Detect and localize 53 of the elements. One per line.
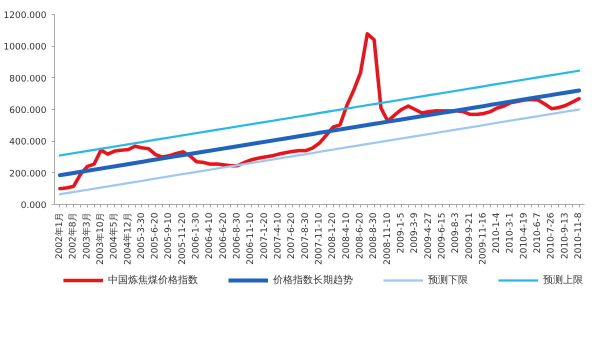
x-tick-label: 2006-6-20 (218, 212, 229, 260)
line-series (58, 70, 580, 157)
x-tick-label: 2008-6-20 (355, 212, 366, 260)
x-tick-label: 2008-11-10 (382, 212, 393, 265)
y-tick-label: 200.000 (9, 169, 47, 180)
x-tick-label: 2009-9-21 (464, 212, 475, 260)
x-tick-label: 2010-3-1 (506, 212, 516, 254)
x-tick-label: 2006-1-30 (192, 212, 202, 260)
x-tick-label: 2005-3-30 (136, 212, 147, 260)
legend-label: 预测上限 (543, 274, 583, 287)
x-tick-label: 2007-8-30 (300, 212, 311, 260)
x-tick-label: 2006-8-30 (232, 212, 243, 260)
line-series (58, 88, 582, 178)
x-tick-label: 2008-8-30 (369, 212, 380, 260)
legend-label: 中国炼焦煤价格指数 (108, 274, 198, 287)
x-tick-label: 2006-11-10 (246, 212, 256, 265)
x-tick-label: 2007-1-20 (260, 212, 270, 260)
y-tick-label: 0.000 (20, 201, 47, 211)
y-tick-label: 800.000 (9, 74, 47, 84)
x-tick-label: 2008-1-20 (328, 212, 338, 260)
x-tick-label: 2009-3-9 (410, 212, 420, 254)
x-tick-label: 2002年8月 (68, 212, 79, 260)
x-tick-label: 2003年10月 (94, 212, 106, 265)
x-tick-label: 2003年3月 (81, 212, 92, 260)
x-tick-label: 2009-8-3 (451, 212, 462, 254)
y-tick-label: 600.000 (9, 106, 47, 116)
y-tick-label: 1200.000 (4, 11, 47, 21)
x-tick-label: 2005-6-20 (150, 212, 161, 260)
x-tick-label: 2005-9-10 (164, 212, 174, 260)
x-tick-label: 2009-1-5 (396, 212, 406, 254)
x-tick-label: 2010-4-19 (519, 212, 530, 260)
y-tick-label: 1000.000 (4, 42, 47, 53)
x-tick-label: 2010-9-13 (560, 212, 570, 260)
x-tick-label: 2005-11-20 (178, 212, 188, 265)
x-tick-label: 2009-11-16 (478, 212, 488, 265)
x-tick-label: 2002年1月 (54, 212, 65, 260)
x-tick-label: 2009-4-27 (424, 212, 434, 260)
x-tick-label: 2007-6-20 (287, 212, 298, 260)
line-series (58, 108, 580, 196)
x-tick-label: 2010-7-26 (546, 212, 557, 260)
x-tick-label: 2010-1-4 (492, 212, 502, 254)
y-tick-label: 400.000 (9, 138, 47, 148)
x-tick-label: 2007-11-10 (314, 212, 324, 265)
x-tick-label: 2010-11-8 (574, 212, 584, 260)
x-tick-label: 2004年5月 (108, 212, 120, 260)
x-tick-label: 2007-4-10 (274, 212, 284, 260)
x-tick-label: 2010-6-7 (533, 212, 544, 254)
x-tick-label: 2006-4-10 (205, 212, 216, 260)
x-tick-label: 2008-4-10 (342, 212, 352, 260)
x-tick-label: 2004年12月 (122, 212, 134, 265)
legend-label: 价格指数长期趋势 (273, 274, 353, 287)
x-tick-label: 2009-6-15 (437, 212, 448, 260)
legend-label: 预测下限 (428, 274, 468, 287)
